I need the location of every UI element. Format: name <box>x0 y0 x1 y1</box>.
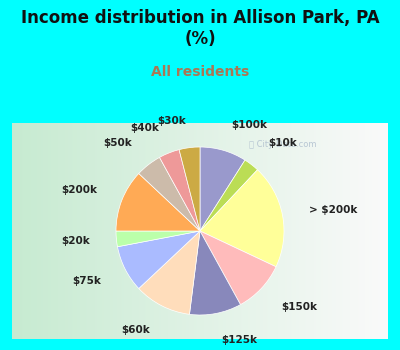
Wedge shape <box>116 174 200 231</box>
Wedge shape <box>190 231 240 315</box>
Text: All residents: All residents <box>151 65 249 79</box>
Wedge shape <box>118 231 200 288</box>
Wedge shape <box>139 231 200 314</box>
Wedge shape <box>200 170 284 267</box>
Text: $150k: $150k <box>281 302 317 312</box>
Text: $75k: $75k <box>72 276 101 286</box>
Wedge shape <box>139 158 200 231</box>
Text: $125k: $125k <box>221 335 257 345</box>
Text: $10k: $10k <box>268 138 297 148</box>
Wedge shape <box>160 150 200 231</box>
Text: $40k: $40k <box>130 123 159 133</box>
Wedge shape <box>200 147 245 231</box>
Wedge shape <box>116 231 200 247</box>
Text: ⓘ City-Data.com: ⓘ City-Data.com <box>249 140 316 149</box>
Text: $60k: $60k <box>121 325 150 335</box>
Text: > $200k: > $200k <box>309 205 357 215</box>
Text: $50k: $50k <box>103 138 132 148</box>
Text: $20k: $20k <box>61 237 90 246</box>
Wedge shape <box>179 147 200 231</box>
Text: $30k: $30k <box>157 116 186 126</box>
Text: $200k: $200k <box>61 185 97 195</box>
Text: Income distribution in Allison Park, PA
(%): Income distribution in Allison Park, PA … <box>21 9 379 48</box>
Wedge shape <box>200 231 276 304</box>
Text: $100k: $100k <box>231 119 267 130</box>
Wedge shape <box>200 160 258 231</box>
